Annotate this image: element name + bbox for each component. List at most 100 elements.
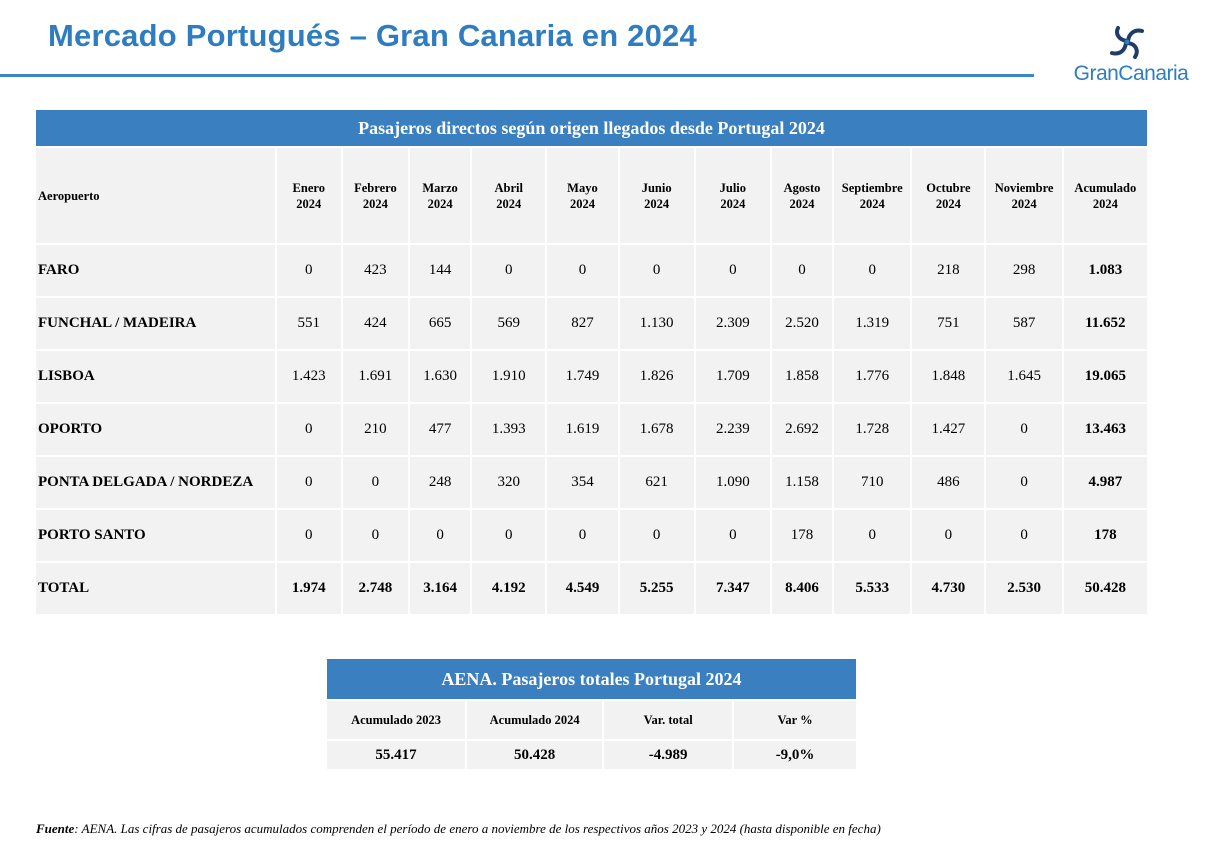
table-cell: 0 [276, 404, 341, 455]
title-rule [0, 74, 1034, 77]
table-cell: 1.427 [912, 404, 985, 455]
airport-name: TOTAL [36, 563, 275, 614]
table-cell: 0 [472, 245, 546, 296]
table-cell: 1.158 [771, 457, 833, 508]
table-cell: 0 [834, 510, 911, 561]
column-header-label: Agosto [783, 180, 821, 195]
table-cell: 0 [771, 245, 833, 296]
column-header-year: 2024 [362, 196, 388, 211]
table-cell: 665 [410, 298, 471, 349]
table-cell: 827 [547, 298, 618, 349]
source-note: Fuente: AENA. Las cifras de pasajeros ac… [36, 821, 881, 837]
table-cell: 2.748 [342, 563, 408, 614]
source-text: : AENA. Las cifras de pasajeros acumulad… [74, 821, 881, 836]
table-cell: 1.645 [986, 351, 1062, 402]
table-cell: 569 [472, 298, 546, 349]
gran-canaria-logo: GranCanaria [1058, 24, 1198, 88]
table-cell: 1.709 [695, 351, 770, 402]
table-cell: 0 [695, 245, 770, 296]
aena-value: 50.428 [467, 741, 603, 769]
table-cell: 1.319 [834, 298, 911, 349]
passengers-table: Pasajeros directos según origen llegados… [34, 108, 1149, 616]
table-cell: 1.678 [619, 404, 694, 455]
aena-column-header: Var. total [604, 701, 733, 739]
table-cell: 298 [986, 245, 1062, 296]
table-cell: 751 [912, 298, 985, 349]
table-cell: 710 [834, 457, 911, 508]
table-cell: 1.858 [771, 351, 833, 402]
aena-column-header: Acumulado 2023 [327, 701, 466, 739]
table-cell: 0 [547, 510, 618, 561]
table-cell: 1.974 [276, 563, 341, 614]
table-cell: 1.423 [276, 351, 341, 402]
column-header-label: Mayo [567, 180, 598, 195]
table-cell: 1.910 [472, 351, 546, 402]
cumulative-cell: 1.083 [1063, 245, 1147, 296]
table-cell: 621 [619, 457, 694, 508]
column-header: Abril 2024 [472, 148, 546, 243]
column-header: Septiembre 2024 [834, 148, 911, 243]
table-cell: 210 [342, 404, 408, 455]
column-header: Noviembre 2024 [986, 148, 1062, 243]
column-header-label: Noviembre [994, 180, 1054, 195]
table-cell: 0 [695, 510, 770, 561]
table-cell: 1.776 [834, 351, 911, 402]
column-header-year: 2024 [644, 196, 670, 211]
table-cell: 0 [410, 510, 471, 561]
table-row: PONTA DELGADA / NORDEZA 0 0 248 320 354 621 1.0… [36, 457, 1147, 508]
table-cell: 0 [276, 510, 341, 561]
column-header-year: 2024 [1092, 196, 1118, 211]
table-cell: 0 [986, 457, 1062, 508]
column-header-year: 2024 [427, 196, 453, 211]
table-cell: 4.192 [472, 563, 546, 614]
column-header: Marzo 2024 [410, 148, 471, 243]
column-header-label: Acumulado [1074, 180, 1137, 195]
table-row: PORTO SANTO 0 0 0 0 0 0 0 178 0 0 0 178 [36, 510, 1147, 561]
aena-summary-table: AENA. Pasajeros totales Portugal 2024 Ac… [325, 657, 858, 771]
airport-name: PORTO SANTO [36, 510, 275, 561]
table-cell: 1.826 [619, 351, 694, 402]
column-header: Acumulado 2024 [1063, 148, 1147, 243]
airport-name: LISBOA [36, 351, 275, 402]
table-row: FARO 0 423 144 0 0 0 0 0 0 218 298 1.083 [36, 245, 1147, 296]
table-cell: 0 [342, 510, 408, 561]
column-header-year: 2024 [859, 196, 885, 211]
table-cell: 1.619 [547, 404, 618, 455]
table-cell: 1.749 [547, 351, 618, 402]
table-cell: 4.730 [912, 563, 985, 614]
table-row: FUNCHAL / MADEIRA 551 424 665 569 827 1.130 2.3… [36, 298, 1147, 349]
aena-value: -4.989 [604, 741, 733, 769]
column-header-label: Julio [719, 180, 747, 195]
column-header-year: 2024 [1011, 196, 1037, 211]
column-header: Febrero 2024 [342, 148, 408, 243]
table-cell: 424 [342, 298, 408, 349]
table-cell: 551 [276, 298, 341, 349]
table-cell: 1.393 [472, 404, 546, 455]
table-row: OPORTO 0 210 477 1.393 1.619 1.678 2.239 2.692 1.… [36, 404, 1147, 455]
airport-name: FUNCHAL / MADEIRA [36, 298, 275, 349]
table-cell: 2.309 [695, 298, 770, 349]
table-cell: 587 [986, 298, 1062, 349]
table-cell: 0 [834, 245, 911, 296]
column-header: Julio 2024 [695, 148, 770, 243]
table-cell: 1.691 [342, 351, 408, 402]
aena-banner: AENA. Pasajeros totales Portugal 2024 [327, 659, 856, 699]
table-cell: 0 [986, 404, 1062, 455]
table-cell: 3.164 [410, 563, 471, 614]
table-cell: 2.530 [986, 563, 1062, 614]
column-header-label: Febrero [354, 180, 397, 195]
column-header-label: Septiembre [841, 180, 903, 195]
table-cell: 5.533 [834, 563, 911, 614]
column-header: Enero 2024 [276, 148, 341, 243]
column-header-year: 2024 [720, 196, 746, 211]
table-cell: 144 [410, 245, 471, 296]
table-cell: 7.347 [695, 563, 770, 614]
column-header-label: Aeropuerto [38, 188, 100, 203]
cumulative-cell: 50.428 [1063, 563, 1147, 614]
column-header-year: 2024 [296, 196, 322, 211]
aena-values-row: 55.417 50.428 -4.989 -9,0% [327, 741, 856, 769]
table-cell: 0 [912, 510, 985, 561]
cumulative-cell: 13.463 [1063, 404, 1147, 455]
cumulative-cell: 4.987 [1063, 457, 1147, 508]
table-cell: 0 [342, 457, 408, 508]
